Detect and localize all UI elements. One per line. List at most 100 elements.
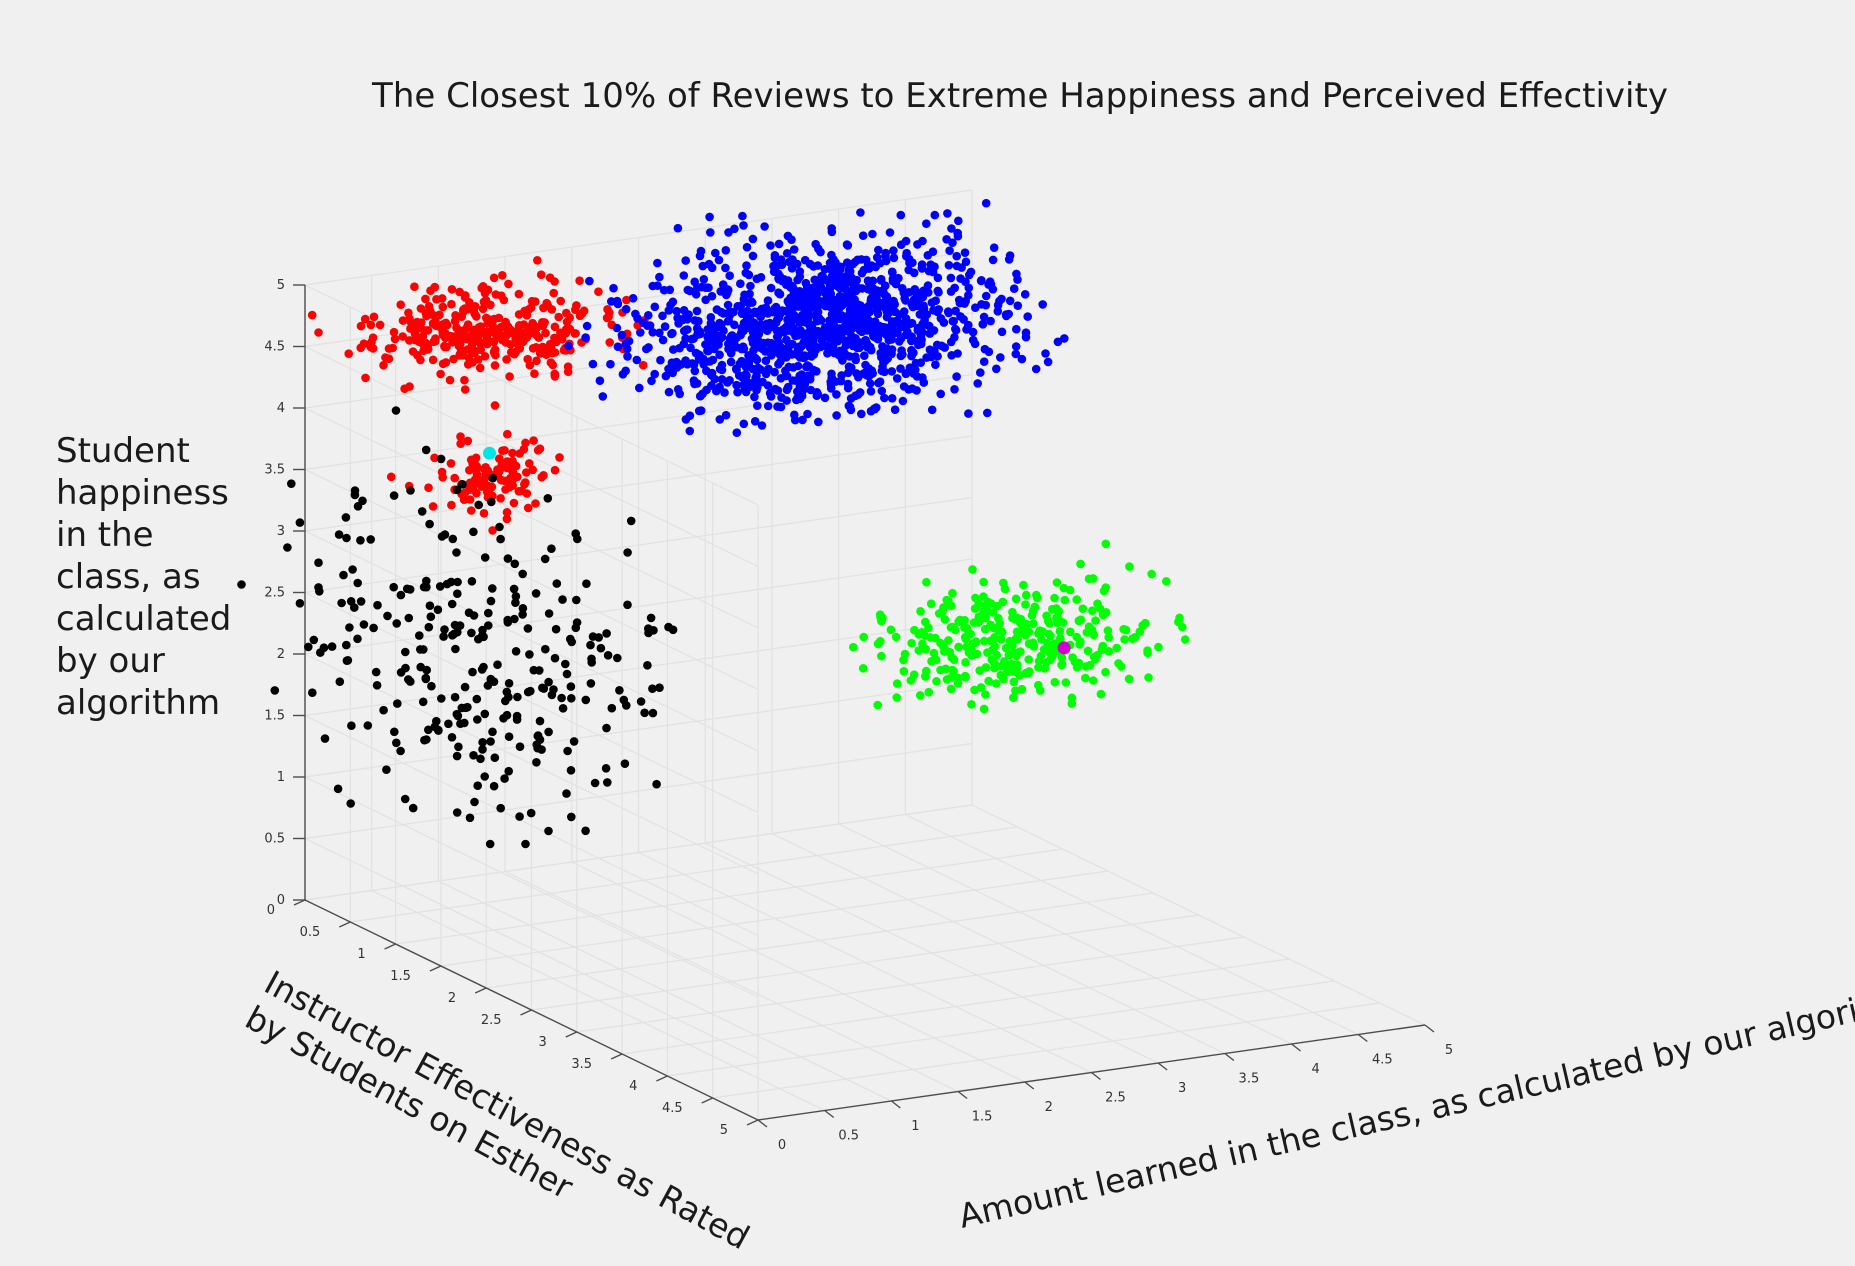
data-point: [436, 454, 446, 464]
data-point: [567, 637, 576, 647]
data-point: [487, 497, 496, 507]
data-point: [1103, 626, 1113, 635]
data-point: [841, 292, 851, 301]
data-point: [917, 263, 927, 273]
data-point: [981, 291, 991, 301]
data-point: [943, 307, 953, 316]
x-tick: [824, 1109, 835, 1119]
data-point: [1001, 310, 1011, 319]
grid-line: [622, 958, 1290, 1055]
data-point: [478, 625, 487, 635]
data-point: [706, 329, 715, 338]
data-point: [753, 363, 763, 373]
data-point: [875, 258, 885, 268]
data-point: [270, 686, 280, 695]
data-point: [517, 486, 527, 496]
data-point: [655, 272, 664, 282]
data-point: [915, 691, 925, 700]
z-tick-label: 2.5: [264, 586, 285, 601]
data-point: [504, 679, 514, 688]
data-point: [978, 320, 988, 329]
data-point: [954, 642, 963, 652]
data-point: [510, 559, 520, 569]
data-point: [581, 826, 590, 836]
data-point: [428, 355, 438, 365]
data-point: [971, 303, 980, 313]
data-point: [423, 344, 433, 354]
data-point: [484, 608, 493, 618]
data-point: [552, 337, 561, 347]
data-point: [496, 803, 506, 813]
data-point: [424, 725, 433, 735]
data-point: [441, 329, 450, 338]
x-tick: [1291, 1043, 1302, 1052]
data-point: [843, 383, 853, 393]
x-tick: [890, 1100, 901, 1109]
data-point: [339, 570, 348, 580]
data-point: [1050, 677, 1060, 687]
data-point: [873, 309, 883, 319]
data-point: [404, 613, 414, 623]
data-point: [1008, 607, 1017, 617]
data-point: [480, 709, 490, 719]
data-point: [812, 310, 821, 320]
data-point: [618, 370, 628, 379]
data-point: [502, 355, 511, 364]
data-point: [1124, 674, 1134, 684]
data-point: [530, 369, 539, 379]
data-point: [752, 385, 761, 395]
data-point: [598, 392, 608, 401]
data-point: [1120, 635, 1129, 644]
data-point: [603, 651, 613, 660]
data-point: [622, 295, 631, 305]
z-axis-label-line: algorithm: [56, 683, 220, 723]
data-point: [540, 554, 550, 564]
data-point: [950, 385, 959, 394]
data-point: [526, 808, 536, 818]
data-point: [551, 624, 561, 634]
data-point: [1042, 611, 1051, 621]
data-point: [427, 681, 436, 691]
data-point: [1034, 663, 1043, 672]
data-point: [569, 737, 579, 746]
data-point: [347, 721, 356, 730]
data-point: [753, 401, 762, 411]
data-point: [396, 300, 406, 310]
data-point: [460, 718, 469, 728]
data-point: [1021, 332, 1031, 342]
data-point: [887, 367, 897, 376]
data-point: [842, 318, 852, 328]
data-point: [999, 578, 1008, 588]
data-point: [774, 275, 784, 284]
z-tick-label: 4: [277, 401, 285, 416]
data-point: [890, 405, 900, 415]
data-point: [486, 737, 495, 746]
data-point: [579, 306, 589, 316]
data-point: [1091, 616, 1100, 625]
data-point: [504, 279, 513, 289]
data-point: [359, 620, 369, 629]
data-point: [453, 589, 462, 598]
data-point: [1097, 645, 1107, 654]
data-point: [730, 224, 739, 234]
data-point: [1180, 635, 1190, 644]
data-point: [653, 281, 662, 291]
data-point: [703, 346, 713, 356]
data-point: [859, 632, 868, 642]
data-point: [707, 291, 717, 301]
data-point: [1021, 626, 1031, 635]
data-point: [810, 295, 820, 304]
data-point: [605, 338, 614, 347]
data-point: [460, 385, 470, 394]
data-point: [995, 619, 1005, 628]
data-point: [806, 303, 816, 313]
data-point: [817, 271, 826, 281]
data-point: [544, 609, 554, 618]
data-point: [1041, 349, 1050, 358]
data-point: [664, 622, 673, 632]
data-point: [968, 335, 978, 345]
data-point: [1066, 627, 1075, 637]
data-point: [690, 316, 700, 325]
data-point: [495, 522, 504, 532]
grid-line: [576, 936, 1244, 1033]
